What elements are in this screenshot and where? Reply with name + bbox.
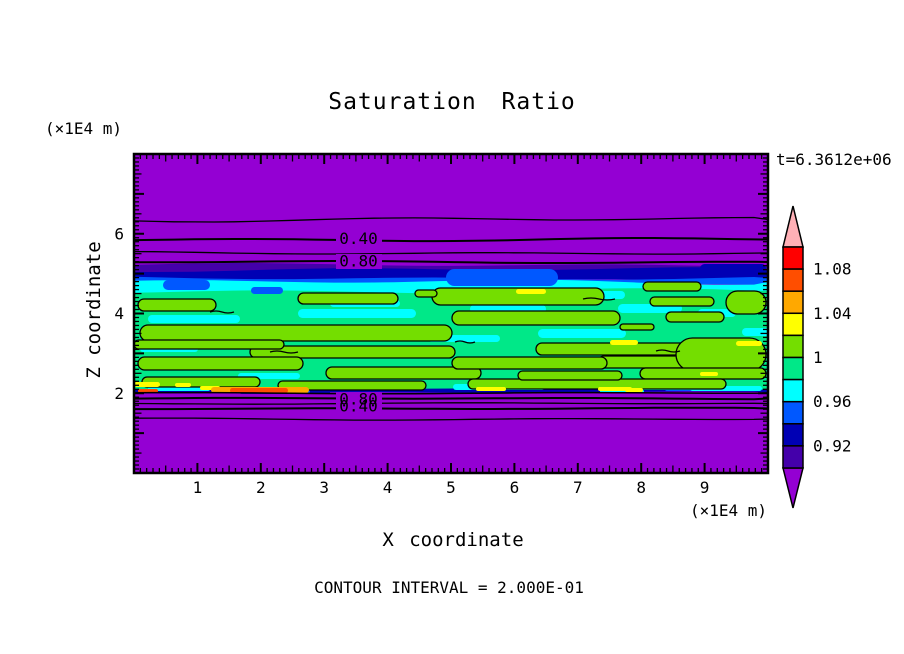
colorbar-under-arrow [782, 467, 804, 509]
colorbar-value-label: 0.96 [813, 392, 852, 411]
x-tick-label: 5 [446, 478, 456, 497]
x-tick-label: 9 [700, 478, 710, 497]
contour-interval-label: CONTOUR INTERVAL = 2.000E-01 [314, 578, 584, 597]
colorbar-value-label: 1.04 [813, 304, 852, 323]
contour-label-lower: 0.40 [339, 397, 378, 416]
colorbar-segment [782, 312, 804, 337]
x-axis-title: X coordinate [382, 529, 524, 551]
contour-label-upper: 0.80 [339, 252, 378, 271]
colorbar-value-label: 0.92 [813, 436, 852, 455]
colorbar-segment [782, 423, 804, 447]
contour-field: 0.400.800.800.40 [134, 154, 768, 473]
upper-contour-lines [134, 216, 768, 264]
z-tick-label: 4 [114, 304, 124, 323]
z-axis-unit-label: (×1E4 m) [45, 119, 123, 138]
colorbar-value-label: 1 [813, 348, 823, 367]
colorbar-segment [782, 246, 804, 270]
plot-frame [132, 152, 770, 475]
colorbar-segment [782, 400, 804, 425]
x-tick-label: 6 [510, 478, 520, 497]
z-tick-label: 2 [114, 384, 124, 403]
colorbar-segment [782, 268, 804, 292]
z-axis-title: Z coordinate [83, 241, 105, 379]
time-label: t=6.3612e+06 [776, 150, 892, 169]
blobs-yellow [134, 289, 762, 392]
colorbar-segment [782, 290, 804, 315]
contour-label-upper: 0.40 [339, 229, 378, 248]
x-tick-label: 8 [636, 478, 646, 497]
contour-labels: 0.400.800.800.40 [336, 229, 382, 416]
x-tick-label: 1 [193, 478, 203, 497]
x-tick-label: 2 [256, 478, 266, 497]
colorbar-segment [782, 334, 804, 359]
contour-squiggles [209, 297, 681, 354]
colorbar-segment [782, 378, 804, 403]
chart-title: Saturation Ratio [328, 89, 576, 115]
x-tick-label: 3 [319, 478, 329, 497]
colorbar-segment [782, 445, 804, 469]
x-tick-labels: 1 2 3 4 5 6 7 8 9 [193, 478, 710, 497]
contour-label-lower: 0.80 [339, 390, 378, 409]
z-tick-label: 6 [114, 224, 124, 243]
x-tick-label: 7 [573, 478, 583, 497]
colorbar-segment [782, 356, 804, 381]
z-tick-labels: 2 4 6 [114, 224, 124, 403]
colorbar-value-label: 1.08 [813, 260, 852, 279]
x-axis-unit-label: (×1E4 m) [690, 501, 768, 520]
colorbar-over-arrow [782, 205, 804, 248]
colorbar: 1.08 1.04 1 0.96 0.92 [782, 205, 852, 509]
axis-ticks [135, 155, 767, 472]
lower-contour-lines [134, 391, 768, 421]
x-tick-label: 4 [383, 478, 393, 497]
blobs-chartreuse [134, 281, 767, 391]
